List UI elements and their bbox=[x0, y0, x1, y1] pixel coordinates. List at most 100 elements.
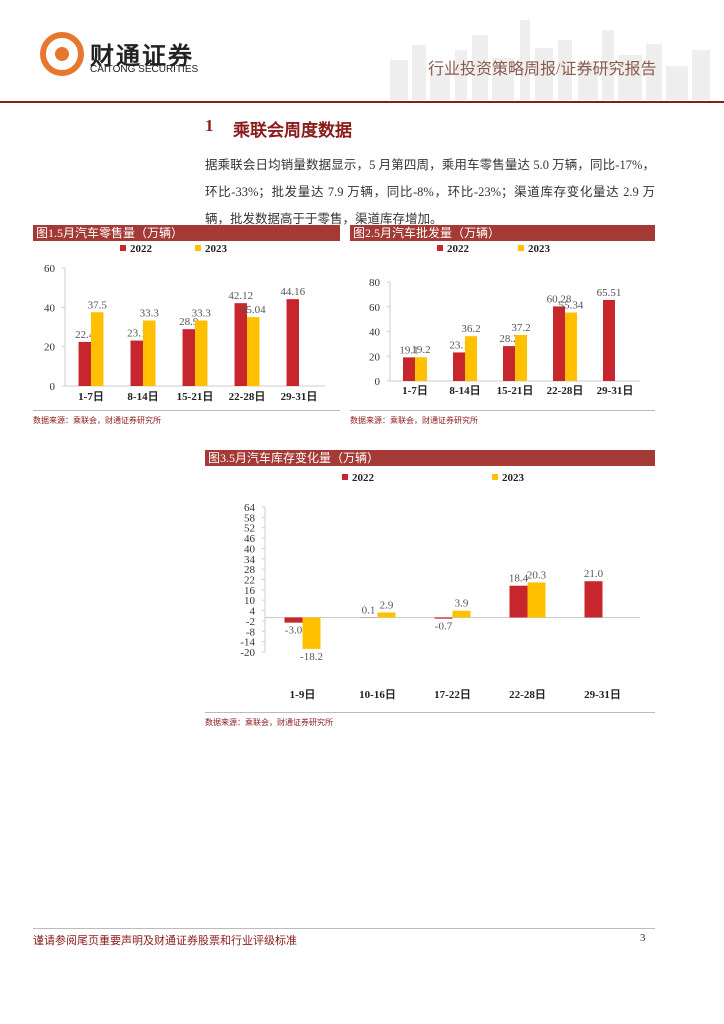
chart-title: 图3.5月汽车库存变化量（万辆） bbox=[205, 450, 655, 466]
value-label: 44.16 bbox=[280, 286, 305, 298]
bar bbox=[302, 617, 321, 649]
y-tick-label: -20 bbox=[240, 647, 255, 659]
chart: 0 20 40 60 2022 2023 1-7日 22.4 37.5 8-14日 23.1 33.3… bbox=[44, 243, 325, 403]
value-label: 2.9 bbox=[380, 599, 394, 611]
bar bbox=[130, 340, 143, 386]
value-label: 28.9 bbox=[179, 316, 199, 328]
x-tick-label: 8-14日 bbox=[449, 384, 480, 397]
x-tick-label: 8-14日 bbox=[127, 390, 158, 403]
paragraph: 据乘联会日均销量数据显示，5 月第四周，乘用车零售量达 5.0 万辆，同比-17… bbox=[205, 158, 655, 226]
y-tick-label: 40 bbox=[244, 543, 256, 555]
value-label: 3.9 bbox=[455, 598, 469, 610]
x-tick-label: 15-21日 bbox=[177, 390, 214, 403]
bar bbox=[234, 303, 247, 386]
legend-label: 2023 bbox=[528, 243, 551, 255]
y-tick-label: 40 bbox=[44, 302, 56, 314]
value-label: 23.1 bbox=[127, 328, 146, 340]
bar bbox=[509, 585, 528, 618]
y-tick-label: 52 bbox=[244, 523, 255, 535]
y-tick-label: -8 bbox=[246, 626, 256, 638]
legend-swatch bbox=[437, 245, 443, 251]
bar bbox=[284, 617, 303, 623]
value-label: 37.5 bbox=[88, 299, 108, 311]
chart: 0 20 40 60 80 2022 2023 1-7日 19.119.2 8-14日 23.1 36… bbox=[369, 243, 640, 397]
chart-title: 图2.5月汽车批发量（万辆） bbox=[350, 225, 655, 241]
bar bbox=[403, 357, 415, 381]
x-tick-label: 17-22日 bbox=[434, 688, 471, 701]
rule bbox=[33, 410, 340, 411]
x-tick-label: 22-28日 bbox=[547, 384, 584, 397]
bar bbox=[195, 320, 208, 386]
value-label: 65.51 bbox=[597, 287, 622, 299]
header-art bbox=[0, 20, 724, 103]
bar bbox=[453, 352, 465, 381]
x-tick-label: 10-16日 bbox=[359, 688, 396, 701]
y-tick-label: 46 bbox=[244, 533, 256, 545]
x-tick-label: 29-31日 bbox=[281, 390, 318, 403]
rule bbox=[33, 928, 655, 929]
y-tick-label: -2 bbox=[246, 616, 255, 628]
value-label: 60.28 bbox=[547, 293, 572, 305]
x-tick-label: 1-7日 bbox=[78, 390, 104, 403]
bar bbox=[434, 617, 453, 619]
value-label: 18.4 bbox=[509, 573, 529, 585]
value-label: 20.3 bbox=[527, 569, 547, 581]
value-label: 22.4 bbox=[75, 329, 95, 341]
bar bbox=[91, 312, 104, 386]
y-tick-label: 4 bbox=[250, 606, 256, 618]
x-tick-label: 29-31日 bbox=[597, 384, 634, 397]
value-label: 23.1 bbox=[449, 339, 468, 351]
legend-swatch bbox=[518, 245, 524, 251]
y-tick-label: 60 bbox=[369, 302, 381, 314]
bar bbox=[465, 336, 477, 381]
bar bbox=[247, 317, 260, 386]
bar bbox=[565, 312, 577, 381]
bar bbox=[527, 582, 546, 618]
chart-title: 图1.5月汽车零售量（万辆） bbox=[33, 225, 340, 241]
value-label: -3.0 bbox=[285, 625, 303, 637]
y-tick-label: 0 bbox=[375, 376, 381, 388]
y-tick-label: 0 bbox=[50, 381, 56, 393]
bar bbox=[377, 612, 396, 618]
value-label: -18.2 bbox=[300, 651, 323, 663]
value-label: 33.3 bbox=[192, 308, 212, 320]
x-tick-label: 1-9日 bbox=[290, 688, 316, 701]
section-title: 乘联会周度数据 bbox=[233, 121, 352, 140]
y-tick-label: 58 bbox=[244, 512, 256, 524]
y-tick-label: 16 bbox=[244, 585, 256, 597]
legend-label: 2022 bbox=[352, 472, 375, 484]
footer-disclaimer: 谨请参阅尾页重要声明及财通证券股票和行业评级标准 bbox=[33, 935, 297, 947]
value-label: 35.04 bbox=[241, 304, 266, 316]
page-number: 3 bbox=[640, 932, 646, 944]
x-tick-label: 22-28日 bbox=[509, 688, 546, 701]
logo-cn: 财通证券 bbox=[90, 42, 194, 70]
logo-en: CAITONG SECURITIES bbox=[90, 64, 199, 75]
bar bbox=[78, 341, 91, 386]
source: 数据来源：乘联会，财通证券研究所 bbox=[33, 416, 161, 425]
legend-swatch bbox=[342, 474, 348, 480]
value-label: 28.2 bbox=[499, 333, 518, 345]
x-tick-label: 22-28日 bbox=[229, 390, 266, 403]
bar bbox=[553, 306, 565, 381]
y-tick-label: 20 bbox=[44, 342, 56, 354]
legend-swatch bbox=[492, 474, 498, 480]
value-label: 55.34 bbox=[559, 300, 584, 312]
bar bbox=[143, 320, 156, 386]
bar bbox=[584, 581, 603, 618]
y-tick-label: -14 bbox=[240, 637, 255, 649]
rule bbox=[205, 712, 655, 713]
bar bbox=[182, 329, 195, 386]
y-tick-label: 40 bbox=[369, 327, 381, 339]
value-label: 36.2 bbox=[461, 323, 480, 335]
y-tick-label: 28 bbox=[244, 564, 256, 576]
bar bbox=[515, 334, 527, 381]
value-label: 0.1 bbox=[362, 604, 376, 616]
legend-swatch bbox=[195, 245, 201, 251]
x-tick-label: 15-21日 bbox=[497, 384, 534, 397]
y-tick-label: 20 bbox=[369, 351, 381, 363]
legend-swatch bbox=[120, 245, 126, 251]
value-label: 37.2 bbox=[511, 322, 530, 334]
rule bbox=[350, 410, 655, 411]
